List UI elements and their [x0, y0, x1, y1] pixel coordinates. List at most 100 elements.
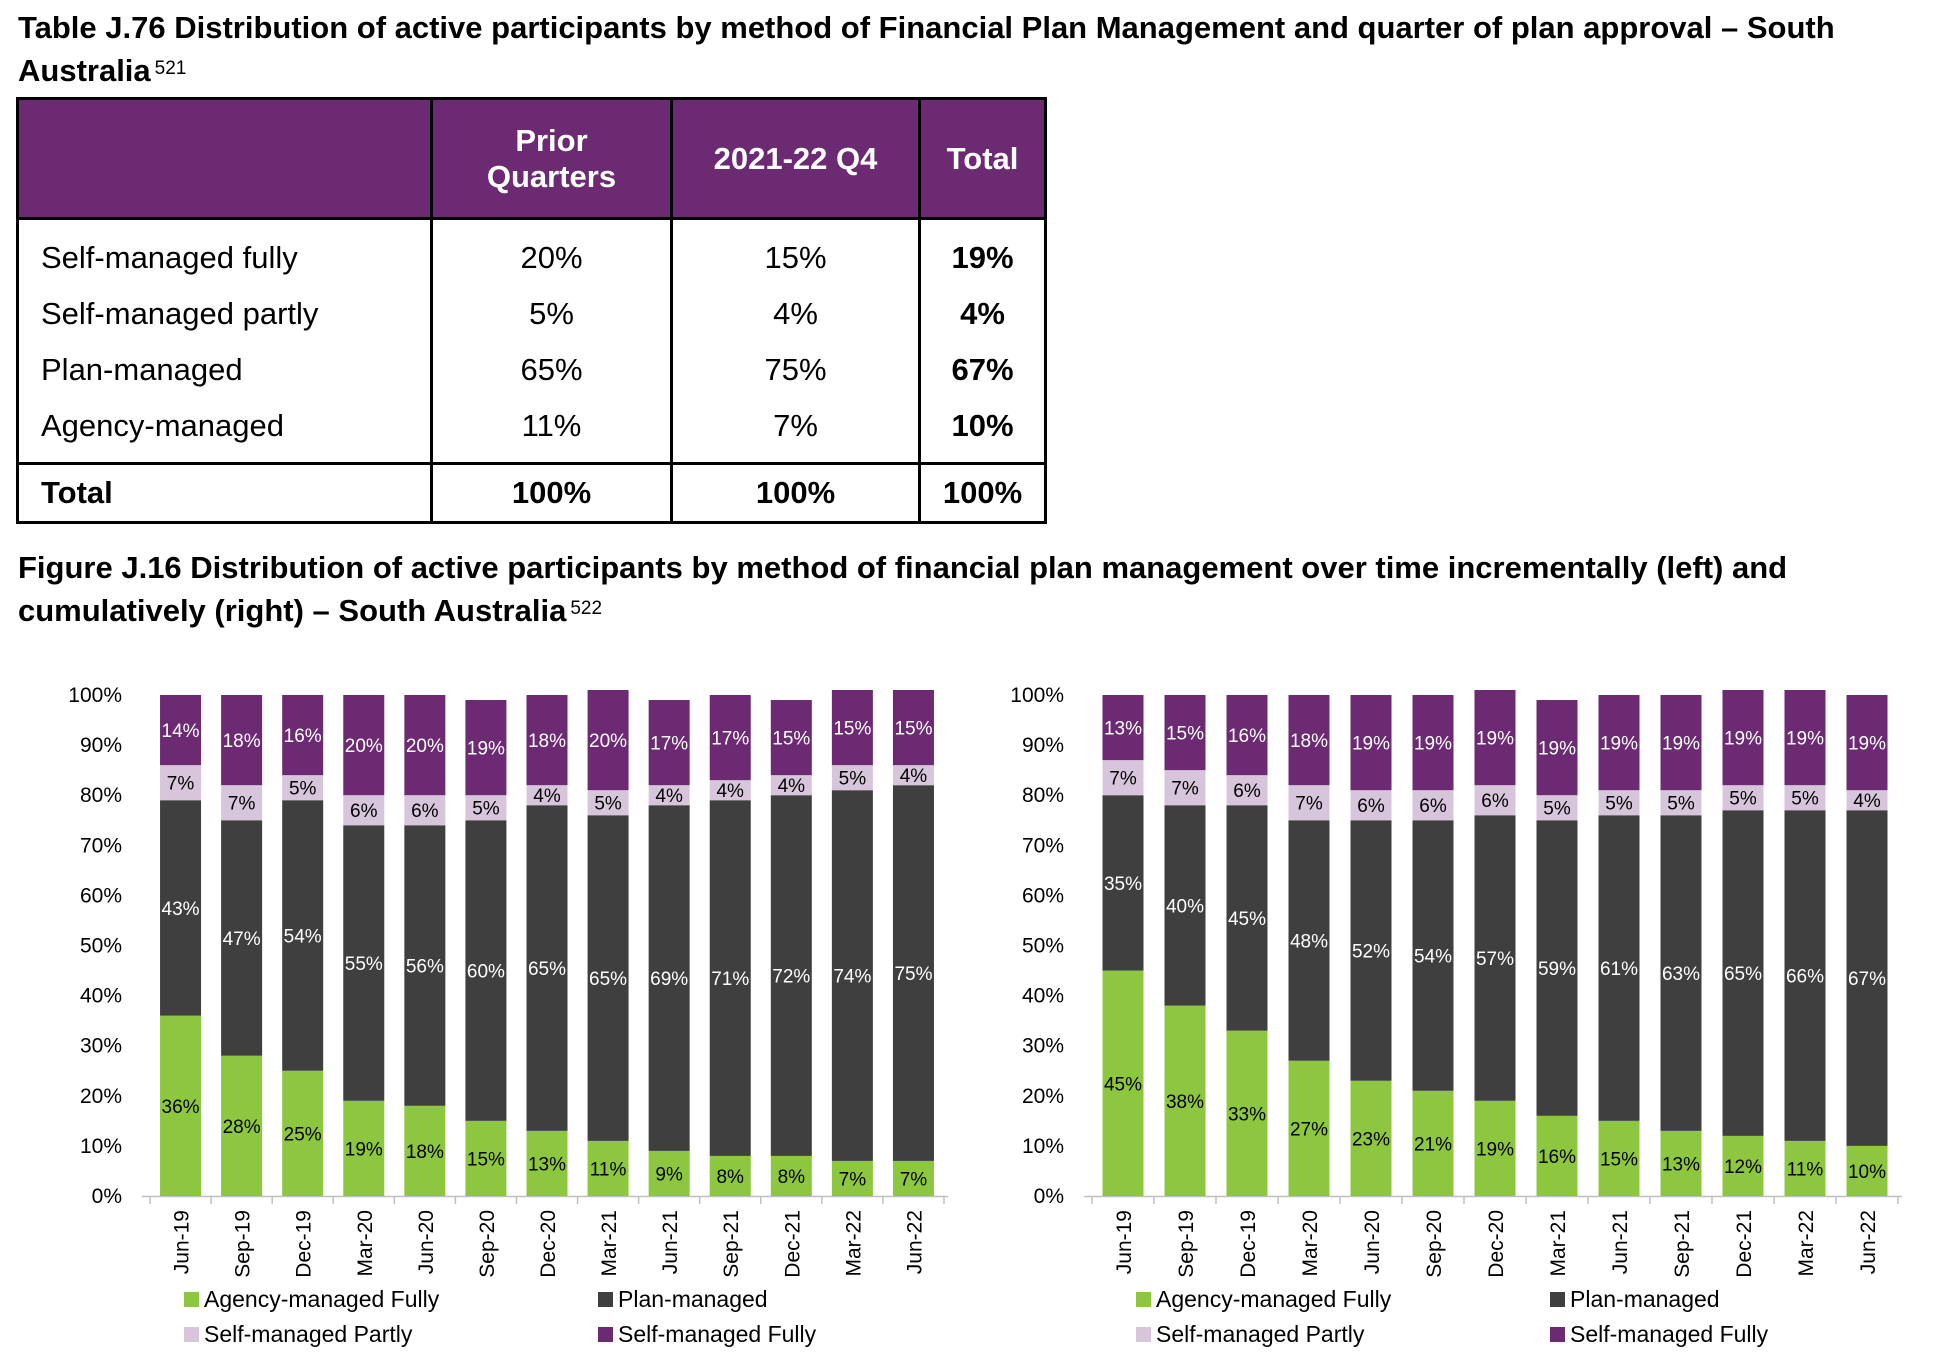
data-label-plan: 35% [1104, 874, 1142, 895]
bar-segment-fully [1350, 695, 1392, 791]
bar-segment-plan [1288, 820, 1330, 1061]
table-caption-footnote: 521 [154, 58, 187, 79]
bar-segment-partly [1412, 790, 1454, 821]
bar-segment-fully [1846, 695, 1888, 791]
data-label-partly: 7% [167, 774, 195, 795]
bar-segment-agency [1412, 1090, 1454, 1196]
bar-segment-plan [1598, 815, 1640, 1121]
bar-segment-fully [221, 695, 263, 786]
data-label-fully: 13% [1104, 719, 1142, 740]
bar-segment-agency [221, 1055, 263, 1196]
bar-segment-plan [1474, 815, 1516, 1101]
data-label-plan: 69% [650, 969, 688, 990]
bar-segment-agency [526, 1130, 568, 1196]
table-caption-text: Table J.76 Distribution of active partic… [18, 10, 1835, 88]
x-tick-label: Mar-20 [1299, 1210, 1322, 1277]
bar-segment-fully [1536, 700, 1578, 796]
data-label-plan: 56% [406, 957, 444, 978]
data-label-agency: 19% [345, 1139, 383, 1160]
bar-segment-plan [831, 790, 873, 1161]
figure-caption-footnote: 522 [570, 598, 603, 619]
data-label-agency: 13% [528, 1154, 566, 1175]
data-label-agency: 8% [778, 1167, 806, 1188]
data-label-fully: 18% [223, 731, 261, 752]
data-label-partly: 7% [1171, 779, 1199, 800]
bar-segment-agency [770, 1155, 812, 1196]
bar-segment-agency [1226, 1030, 1268, 1196]
data-label-plan: 71% [711, 969, 749, 990]
data-label-agency: 15% [467, 1149, 505, 1170]
row-label: Agency-managed [16, 398, 433, 464]
data-label-fully: 19% [1848, 734, 1886, 755]
bar-segment-partly [526, 785, 568, 806]
bar-segment-partly [343, 795, 385, 826]
table-row: Plan-managed 65% 75% 67% [16, 342, 1047, 398]
data-label-fully: 18% [528, 731, 566, 752]
bar-segment-partly [1846, 790, 1888, 811]
legend-swatch-fully [598, 1327, 613, 1342]
data-label-partly: 4% [778, 776, 806, 797]
data-label-fully: 19% [1476, 729, 1514, 750]
data-label-agency: 18% [406, 1142, 444, 1163]
bar-segment-agency [465, 1120, 507, 1196]
bar-segment-agency [1536, 1115, 1578, 1196]
data-label-fully: 19% [467, 739, 505, 760]
data-label-agency: 10% [1848, 1162, 1886, 1183]
bar-segment-fully [465, 700, 507, 796]
data-label-plan: 52% [1352, 942, 1390, 963]
y-tick-label: 50% [80, 935, 122, 958]
data-label-agency: 11% [590, 1159, 627, 1180]
data-label-agency: 38% [1166, 1092, 1204, 1113]
data-label-fully: 20% [406, 736, 444, 757]
table-caption: Table J.76 Distribution of active partic… [18, 6, 1943, 92]
bar-segment-fully [831, 689, 873, 766]
data-label-plan: 60% [467, 962, 505, 983]
bar-segment-fully [343, 695, 385, 796]
bar-segment-plan [1350, 820, 1392, 1081]
bar-segment-plan [160, 800, 202, 1016]
data-label-plan: 63% [1662, 964, 1700, 985]
x-tick-label: Dec-19 [293, 1210, 316, 1278]
data-label-partly: 5% [1791, 789, 1819, 810]
bar-segment-partly [404, 795, 446, 826]
bar-segment-partly [1536, 795, 1578, 821]
data-label-partly: 7% [228, 794, 256, 815]
cell-total: 19% [918, 218, 1047, 286]
bar-segment-agency [160, 1015, 202, 1196]
y-tick-label: 10% [1022, 1135, 1064, 1158]
data-label-fully: 19% [1786, 729, 1824, 750]
data-label-fully: 14% [162, 721, 200, 742]
legend-label-agency: Agency-managed Fully [204, 1286, 440, 1312]
data-label-partly: 5% [594, 794, 622, 815]
data-label-plan: 72% [772, 967, 810, 988]
x-tick-label: Dec-21 [1733, 1210, 1756, 1278]
y-tick-label: 80% [1022, 784, 1064, 807]
bar-segment-partly [1226, 775, 1268, 806]
data-label-partly: 5% [472, 799, 500, 820]
data-label-partly: 5% [1605, 794, 1633, 815]
x-tick-label: Mar-21 [1547, 1210, 1570, 1277]
data-label-plan: 48% [1290, 931, 1328, 952]
x-tick-label: Jun-22 [903, 1210, 926, 1274]
bar-segment-partly [1784, 785, 1826, 811]
y-tick-label: 60% [1022, 884, 1064, 907]
bar-segment-plan [1660, 815, 1702, 1131]
data-label-fully: 18% [1290, 731, 1328, 752]
data-label-agency: 25% [284, 1124, 322, 1145]
x-tick-label: Jun-19 [1113, 1210, 1136, 1274]
row-label: Plan-managed [16, 342, 433, 398]
data-label-partly: 6% [411, 801, 439, 822]
x-tick-label: Dec-20 [1485, 1210, 1508, 1278]
legend-swatch-agency [1136, 1292, 1151, 1307]
x-tick-label: Mar-21 [598, 1210, 621, 1277]
bar-segment-agency [831, 1160, 873, 1196]
cell-prior: 20% [430, 218, 673, 286]
bar-segment-agency [1784, 1140, 1826, 1196]
data-label-fully: 19% [1724, 729, 1762, 750]
y-tick-label: 90% [1022, 734, 1064, 757]
x-tick-label: Jun-20 [415, 1210, 438, 1274]
bar-segment-partly [648, 785, 690, 806]
bar-segment-fully [526, 695, 568, 786]
bar-segment-plan [221, 820, 263, 1056]
data-label-partly: 4% [1853, 791, 1881, 812]
